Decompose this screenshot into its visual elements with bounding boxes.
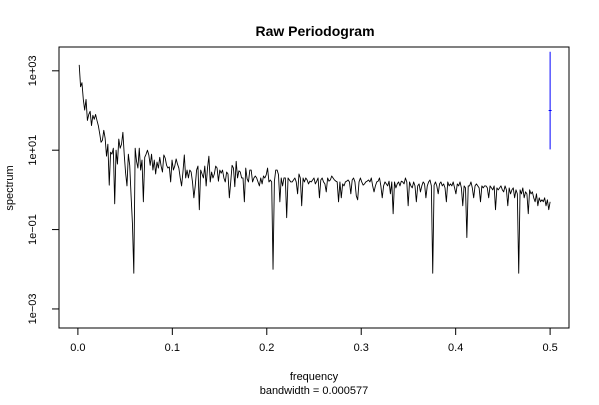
series-layer <box>78 64 551 274</box>
y-tick-label: 1e+03 <box>27 55 39 86</box>
x-axis: 0.0 0.1 0.2 0.3 0.4 0.5 <box>70 328 558 354</box>
chart-title: Raw Periodogram <box>255 23 374 39</box>
x-tick-label: 0.0 <box>70 342 85 354</box>
y-tick-label: 1e+01 <box>27 135 39 166</box>
x-tick-label: 0.4 <box>448 342 463 354</box>
bandwidth-label: bandwidth = 0.000577 <box>260 385 369 397</box>
x-tick-label: 0.1 <box>165 342 180 354</box>
plot-frame <box>58 46 570 329</box>
ci-layer <box>548 51 552 150</box>
x-tick-label: 0.2 <box>259 342 274 354</box>
x-axis-label: frequency <box>290 371 339 383</box>
y-tick-label: 1e−03 <box>27 293 39 324</box>
y-axis-label: spectrum <box>4 165 16 210</box>
x-tick-label: 0.5 <box>542 342 557 354</box>
y-tick-label: 1e−01 <box>27 214 39 245</box>
periodogram-line <box>78 64 551 274</box>
x-tick-label: 0.3 <box>354 342 369 354</box>
y-axis: 1e−03 1e−01 1e+01 1e+03 <box>27 55 59 324</box>
